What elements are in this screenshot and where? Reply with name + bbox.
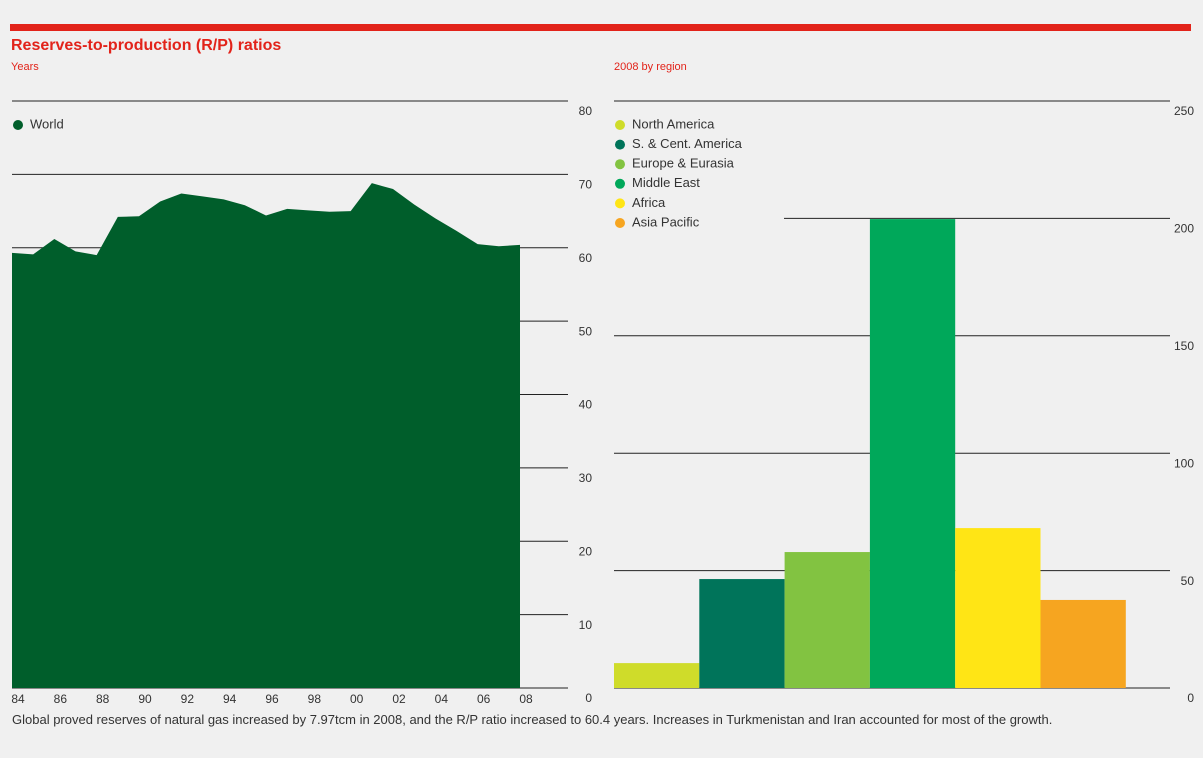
bar: [1040, 599, 1126, 688]
y-tick-label: 150: [1174, 339, 1194, 353]
x-tick-label: 00: [350, 692, 364, 706]
legend-label: Europe & Eurasia: [632, 156, 735, 171]
x-tick-label: 92: [181, 692, 195, 706]
y-tick-label: 200: [1174, 222, 1194, 236]
x-tick-label: 94: [223, 692, 237, 706]
subtitle: 2008 by region: [614, 61, 687, 73]
x-tick-label: 08: [519, 692, 533, 706]
y-tick-label: 80: [579, 104, 593, 118]
x-tick-label: 02: [392, 692, 406, 706]
bar: [955, 528, 1041, 688]
legend-marker: [615, 120, 625, 130]
y-tick-label: 0: [1187, 691, 1194, 705]
legend-marker: [13, 120, 23, 130]
x-tick-label: 88: [96, 692, 110, 706]
subtitle: Years: [11, 61, 39, 73]
top-rule: [10, 24, 1191, 31]
y-tick-label: 70: [579, 178, 593, 192]
caption: Global proved reserves of natural gas in…: [12, 712, 1053, 727]
x-tick-label: 98: [308, 692, 322, 706]
y-tick-label: 30: [579, 471, 593, 485]
legend-marker: [615, 159, 625, 170]
chart-title: Reserves-to-production (R/P) ratios: [11, 37, 281, 54]
x-tick-label: 96: [265, 692, 279, 706]
y-tick-label: 20: [579, 544, 593, 558]
y-tick-label: 10: [579, 618, 593, 632]
legend-marker: [615, 139, 625, 150]
bar: [614, 663, 700, 688]
bar: [699, 579, 785, 688]
legend-marker: [615, 218, 625, 228]
area: [12, 183, 520, 688]
legend-background: [614, 112, 784, 234]
legend-label: Africa: [632, 195, 666, 210]
legend-label: Asia Pacific: [632, 214, 700, 229]
y-tick-label: 0: [585, 691, 592, 705]
y-tick-label: 100: [1174, 456, 1194, 470]
legend-label: S. & Cent. America: [632, 136, 743, 151]
x-tick-label: 86: [54, 692, 68, 706]
bar: [784, 552, 870, 688]
legend-label: Middle East: [632, 175, 700, 190]
x-tick-label: 06: [477, 692, 491, 706]
legend-marker: [615, 198, 625, 209]
legend-label: World: [30, 116, 64, 131]
y-tick-label: 250: [1174, 104, 1194, 118]
y-tick-label: 50: [579, 324, 593, 338]
legend-label: North America: [632, 116, 715, 131]
y-tick-label: 40: [579, 398, 593, 412]
y-tick-label: 50: [1181, 574, 1195, 588]
y-tick-label: 60: [579, 251, 593, 265]
bar: [869, 219, 956, 688]
x-tick-label: 90: [138, 692, 152, 706]
x-tick-label: 84: [11, 692, 25, 706]
legend-marker: [615, 178, 625, 189]
x-tick-label: 04: [435, 692, 449, 706]
